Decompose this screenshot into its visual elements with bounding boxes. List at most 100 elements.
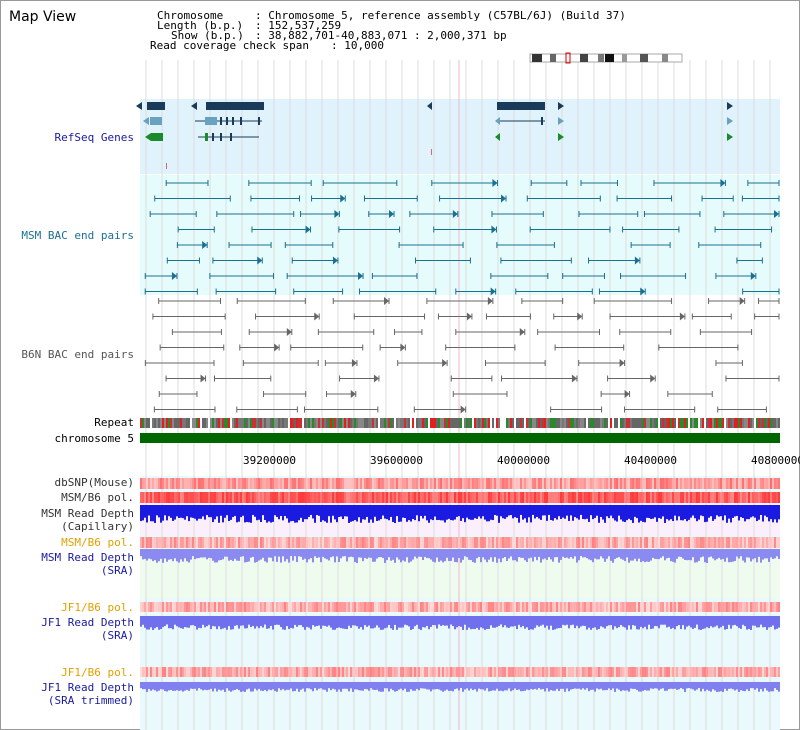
heat-cell — [642, 602, 644, 612]
depth-bar — [460, 616, 462, 627]
depth-bar — [434, 549, 436, 563]
heat-cell — [434, 478, 436, 489]
depth-bar — [266, 505, 268, 523]
heat-cell — [384, 478, 386, 489]
depth-bar — [248, 505, 250, 523]
heat-cell — [762, 602, 764, 612]
repeat-cell — [268, 418, 270, 428]
depth-bar — [590, 505, 592, 516]
depth-bar — [454, 616, 456, 630]
heat-cell — [268, 537, 270, 548]
bac-end-pair — [452, 391, 508, 397]
b6n-bac-pairs[interactable] — [144, 297, 780, 414]
heat-cell — [652, 667, 654, 677]
depth-bar — [572, 616, 574, 625]
heat-cell — [340, 492, 342, 503]
heat-cell — [474, 478, 476, 489]
heat-cell — [750, 478, 752, 489]
depth-bar — [202, 505, 204, 517]
depth-bar — [664, 616, 666, 625]
depth-bar — [554, 549, 556, 558]
heat-cell — [256, 478, 258, 489]
depth-bar — [666, 616, 668, 628]
heat-cell — [312, 667, 314, 677]
heat-cell — [524, 667, 526, 677]
heat-cell — [578, 537, 580, 548]
repeat-cell — [594, 418, 596, 428]
heat-cell — [354, 537, 356, 548]
depth-bar — [604, 549, 606, 562]
repeat-cell — [156, 418, 158, 428]
bac-end-pair — [529, 226, 611, 233]
heat-cell — [466, 537, 468, 548]
depth-bar — [520, 682, 522, 692]
depth-bar — [244, 549, 246, 563]
depth-bar — [232, 682, 234, 691]
read-depth-tracks[interactable] — [140, 505, 780, 692]
heat-cell — [370, 478, 372, 489]
heat-cell — [740, 492, 742, 503]
depth-bar — [766, 505, 768, 518]
chromosome-ideogram[interactable] — [529, 52, 683, 64]
bac-end-pair — [339, 374, 380, 383]
heat-cell — [198, 537, 200, 548]
repeat-cell — [626, 418, 628, 428]
heat-cell — [552, 602, 554, 612]
refseq-gene-row-3[interactable] — [145, 133, 733, 141]
depth-bar — [528, 505, 530, 518]
heat-cell — [470, 602, 472, 612]
msm-bac-pairs[interactable] — [144, 179, 780, 296]
bac-end-pair — [317, 329, 375, 335]
chromosome-bar[interactable] — [140, 433, 780, 443]
bac-end-pair — [326, 390, 357, 398]
depth-bar — [746, 505, 748, 520]
heat-cell — [504, 602, 506, 612]
depth-bar — [478, 549, 480, 557]
refseq-gene-row-2[interactable] — [143, 117, 733, 125]
heat-cell — [358, 492, 360, 503]
heat-cell — [586, 537, 588, 548]
heat-cell — [462, 667, 464, 677]
heat-cell — [724, 667, 726, 677]
repeat-cell — [202, 418, 204, 428]
refseq-gene-row-1[interactable] — [136, 102, 733, 110]
depth-bar — [664, 505, 666, 523]
heat-cell — [206, 667, 208, 677]
repeat-cell — [542, 418, 544, 428]
depth-bar — [312, 682, 314, 692]
depth-bar — [152, 505, 154, 522]
heat-cell — [660, 667, 662, 677]
heat-cell — [262, 602, 264, 612]
heat-cell — [310, 492, 312, 503]
depth-bar — [180, 616, 182, 629]
repeat-cell — [508, 418, 510, 428]
depth-bar — [738, 616, 740, 628]
heat-cell — [628, 667, 630, 677]
heat-cell — [376, 602, 378, 612]
depth-bar — [644, 549, 646, 563]
repeat-track[interactable] — [140, 418, 780, 428]
heat-cell — [336, 537, 338, 548]
heat-cell — [150, 492, 152, 503]
repeat-cell — [620, 418, 622, 428]
depth-bar — [548, 616, 550, 630]
depth-bar — [380, 549, 382, 558]
depth-bar — [178, 616, 180, 628]
depth-bar — [246, 616, 248, 629]
heat-cell — [608, 537, 610, 548]
polymorphism-tracks[interactable] — [140, 478, 780, 677]
bac-end-pair — [455, 328, 526, 336]
depth-bar — [188, 616, 190, 628]
depth-bar — [486, 549, 488, 563]
heat-cell — [154, 492, 156, 503]
heat-cell — [238, 667, 240, 677]
depth-bar — [200, 549, 202, 558]
repeat-cell — [740, 418, 742, 428]
depth-bar — [240, 682, 242, 692]
depth-bar — [692, 549, 694, 558]
heat-cell — [592, 492, 594, 503]
depth-bar — [354, 616, 356, 626]
heat-cell — [344, 492, 346, 503]
repeat-cell — [708, 418, 710, 428]
